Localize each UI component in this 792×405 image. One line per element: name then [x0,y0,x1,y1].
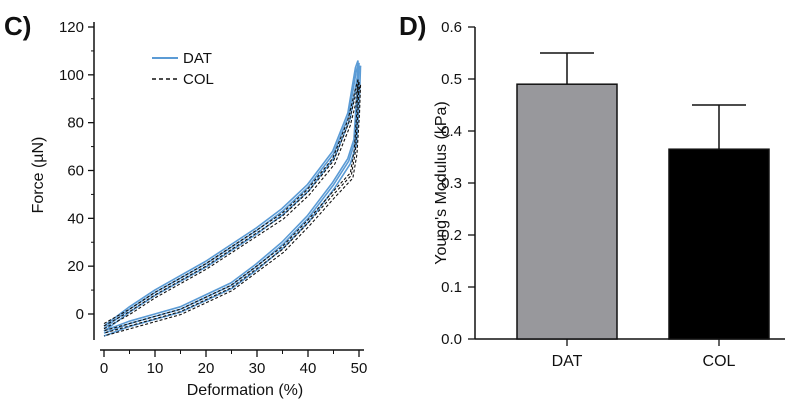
c-x-tick-label: 40 [300,360,317,377]
c-series-col-loading-curve [103,84,362,330]
c-y-tick-label: 40 [67,210,84,227]
c-y-tick-label: 60 [67,163,84,180]
d-y-tick-label: 0.3 [441,175,462,192]
c-series-dat-loading-curve [103,65,362,332]
c-y-axis-title: Force (µN) [30,137,47,214]
c-axes: 0 20 40 60 80 100 120 0 10 20 30 40 50 [59,19,367,377]
c-y-tick-label: 20 [67,258,84,275]
d-y-tick-label: 0.5 [441,71,462,88]
c-series-dat-loading-curve [103,60,359,327]
d-x-tick-label-dat: DAT [552,353,583,370]
c-series-col-loading-curve [103,81,360,327]
bar-dat [516,83,618,340]
d-y-tick-label: 0.1 [441,279,462,296]
c-x-tick-label: 10 [147,360,164,377]
legend-label-col: COL [183,71,214,88]
c-series-col-unloading-curve [103,81,360,334]
c-curves [103,60,362,337]
youngs-modulus-panel: D) 0.0 0.1 0.2 0.3 0.4 0.5 0.6 DAT COL Young's … [399,11,785,370]
panel-label-c: C) [4,11,31,41]
c-legend: DAT COL [152,50,214,88]
d-x-tick-label-col: COL [703,353,736,370]
c-x-tick-label: 20 [198,360,215,377]
c-y-tick-label: 0 [76,306,84,323]
c-series-col-unloading-curve [103,79,359,332]
panel-label-d: D) [399,11,426,41]
c-y-tick-label: 100 [59,67,84,84]
d-y-tick-label: 0.4 [441,123,462,140]
d-y-axis-title: Young's Modulus (kPa) [433,101,450,264]
c-y-tick-label: 80 [67,115,84,132]
c-series-col-unloading-curve [103,84,362,337]
c-x-tick-label: 30 [249,360,266,377]
c-x-tick-label: 50 [351,360,368,377]
force-deformation-panel: C) 0 20 40 60 80 100 120 0 10 20 30 40 50 DAT COL De… [4,11,367,399]
d-y-tick-label: 0.2 [441,227,462,244]
c-y-tick-label: 120 [59,19,84,36]
d-y-tick-label: 0.6 [441,19,462,36]
legend-label-dat: DAT [183,50,212,67]
d-y-tick-label: 0.0 [441,331,462,348]
c-x-tick-label: 0 [100,360,108,377]
d-bars: DAT COL [516,52,770,370]
bar-col [668,148,770,340]
c-x-axis-title: Deformation (%) [187,382,303,399]
c-series-col-loading-curve [103,79,359,325]
c-series-dat-unloading-curve [103,60,359,332]
